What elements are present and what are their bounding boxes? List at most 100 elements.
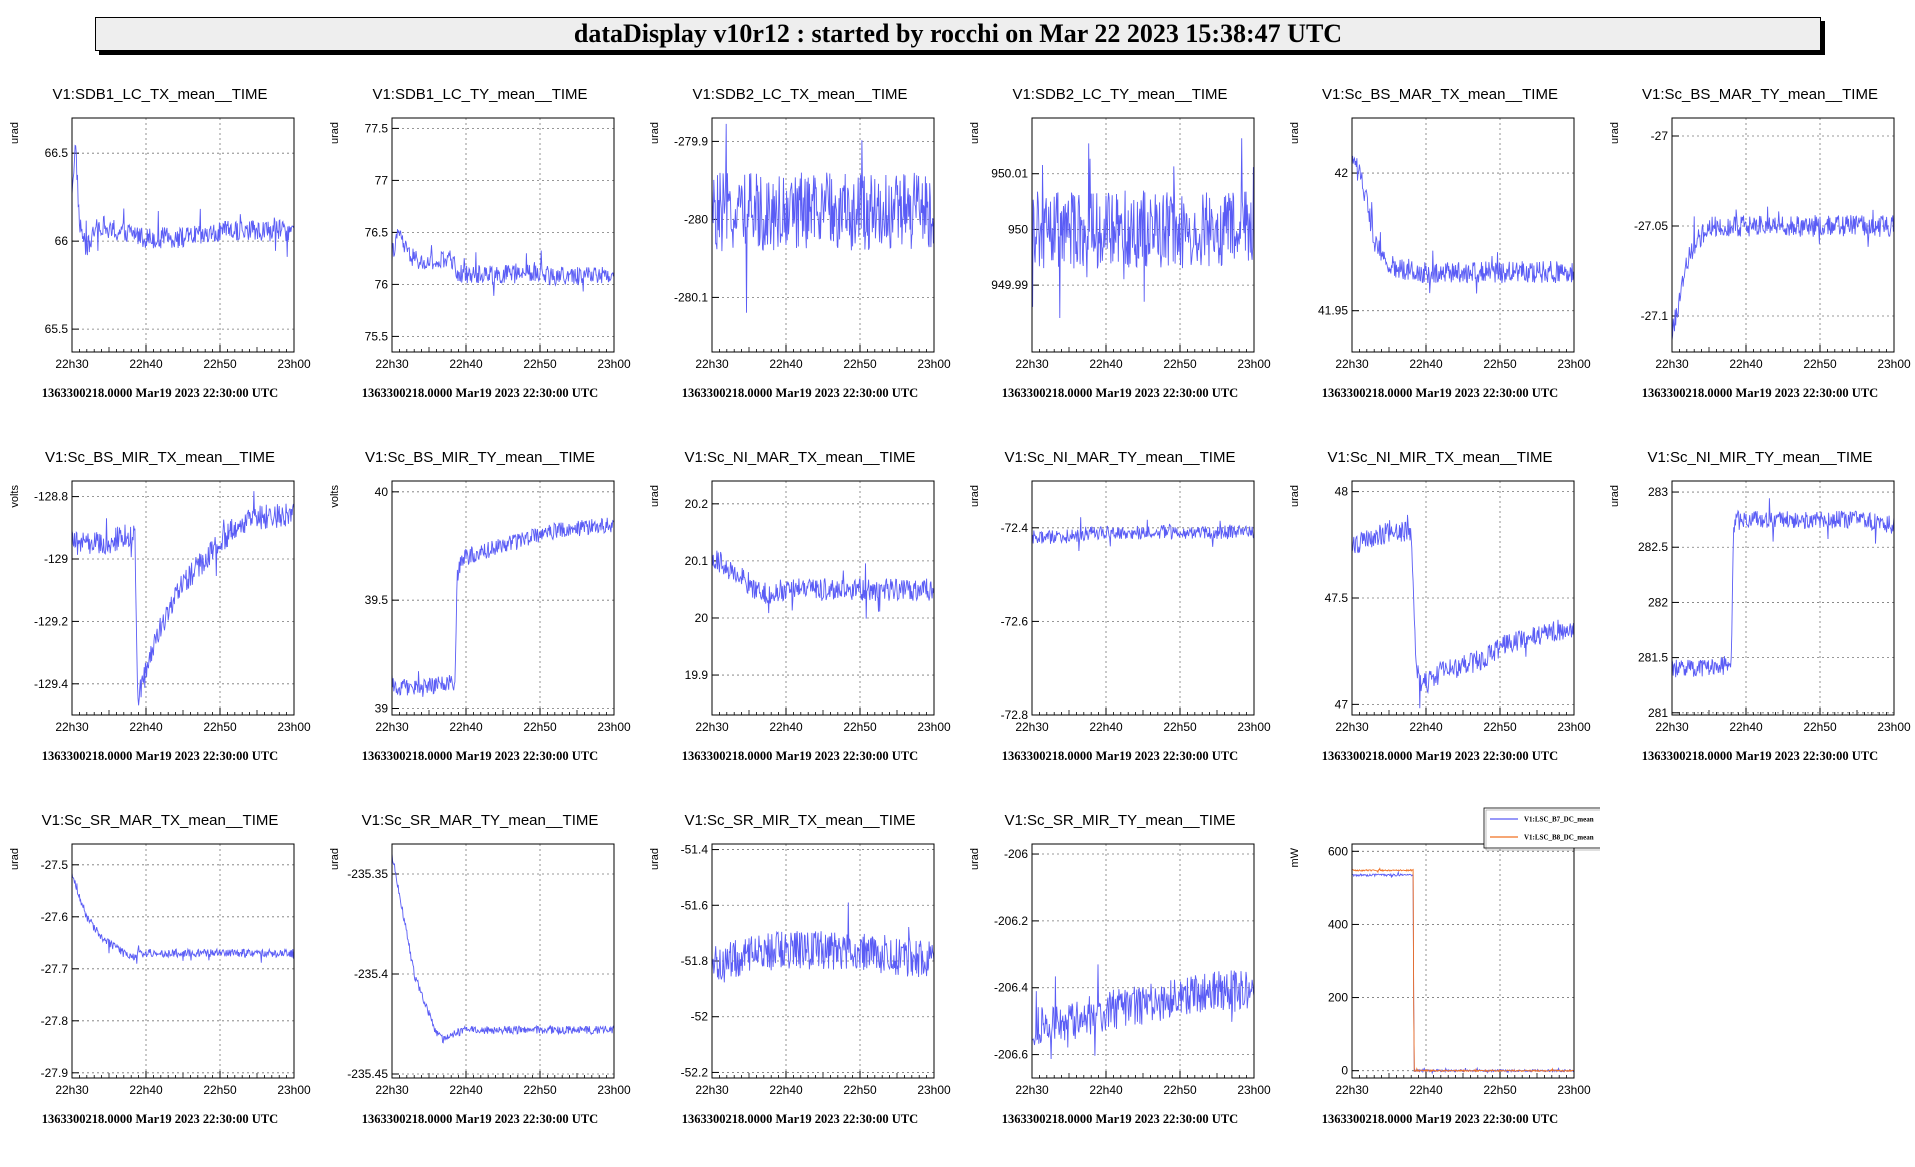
y-tick-label: -129.4 [34, 677, 68, 691]
chart-panel: V1:SDB1_LC_TX_mean__TIME 22h30 22h40 22h50 2… [0, 78, 320, 441]
chart-title: V1:SDB2_LC_TY_mean__TIME [1012, 86, 1228, 103]
y-tick-label: -52 [691, 1010, 709, 1024]
x-tick-label: 22h40 [1089, 720, 1123, 734]
y-tick-label: 42 [1335, 166, 1349, 180]
y-tick-label: 77.5 [365, 121, 389, 135]
y-tick-label: 66 [55, 234, 69, 248]
x-tick-label: 22h30 [375, 357, 409, 371]
x-tick-label: 22h40 [449, 1083, 483, 1097]
chart-title: V1:Sc_NI_MIR_TY_mean__TIME [1647, 449, 1873, 466]
y-tick-label: 20.1 [685, 554, 709, 568]
series-line [1672, 498, 1894, 678]
x-tick-label: 22h40 [1089, 1083, 1123, 1097]
y-tick-label: -235.4 [354, 967, 388, 981]
x-tick-label: 22h40 [129, 1083, 163, 1097]
y-tick-label: -52.2 [681, 1065, 709, 1079]
y-tick-label: -27.8 [41, 1014, 69, 1028]
x-tick-label: 22h50 [203, 720, 237, 734]
x-tick-label: 23h00 [277, 1083, 311, 1097]
y-axis-label: urad [1289, 485, 1301, 507]
x-tick-label: 23h00 [597, 1083, 631, 1097]
title-box: dataDisplay v10r12 : started by rocchi o… [95, 17, 1821, 51]
y-tick-label: -72.6 [1001, 614, 1029, 628]
y-tick-label: -27.05 [1634, 219, 1668, 233]
series-line [712, 902, 934, 983]
x-tick-label: 22h30 [1335, 1083, 1369, 1097]
y-axis-label: volts [9, 485, 21, 508]
x-tick-label: 22h40 [769, 1083, 803, 1097]
chart-plot: 22h30 22h40 22h50 23h00 -27.9 -27.8 -27.7 -27.6… [9, 843, 311, 1097]
y-tick-label: -51.6 [681, 898, 709, 912]
y-tick-label: -235.35 [347, 867, 388, 881]
x-tick-label: 23h00 [917, 357, 951, 371]
chart-legend: V1:LSC_B7_DC_mean V1:LSC_B8_DC_mean [1483, 807, 1600, 851]
chart-plot: 22h30 22h40 22h50 23h00 -52.2 -52 -51.8 -51.6 -5… [649, 843, 951, 1097]
chart-timestamp: 1363300218.0000 Mar19 2023 22:30:00 UTC [681, 386, 919, 400]
y-axis-label: urad [649, 848, 661, 870]
x-tick-label: 23h00 [597, 357, 631, 371]
chart-plot: 22h30 22h40 22h50 23h00 39 39.5 40 volts [329, 480, 631, 734]
chart-panel: V1:Sc_SR_MAR_TX_mean__TIME 22h30 22h40 22h5… [0, 804, 320, 1167]
x-tick-label: 23h00 [277, 720, 311, 734]
x-tick-label: 22h30 [55, 357, 89, 371]
x-tick-label: 22h40 [1409, 357, 1443, 371]
x-tick-label: 22h30 [1015, 720, 1049, 734]
x-tick-label: 23h00 [1557, 720, 1591, 734]
x-tick-label: 22h30 [695, 357, 729, 371]
chart-panel: V1:Sc_NI_MIR_TY_mean__TIME 22h30 22h40 22h5… [1600, 441, 1915, 804]
y-tick-label: -128.8 [34, 490, 68, 504]
chart-timestamp: 1363300218.0000 Mar19 2023 22:30:00 UTC [41, 749, 279, 763]
chart-panel: V1:Sc_BS_MIR_TX_mean__TIME 22h30 22h40 22h5… [0, 441, 320, 804]
y-tick-label: 20 [695, 611, 709, 625]
chart-plot: 22h30 22h40 22h50 23h00 0 200 400 600 mW V1:LSC_B… [1289, 807, 1600, 1097]
x-tick-label: 22h40 [449, 357, 483, 371]
chart-timestamp: 1363300218.0000 Mar19 2023 22:30:00 UTC [1641, 749, 1879, 763]
chart-title: V1:Sc_BS_MIR_TX_mean__TIME [44, 449, 276, 466]
legend-entry: V1:LSC_B8_DC_mean [1524, 834, 1594, 842]
chart-timestamp: 1363300218.0000 Mar19 2023 22:30:00 UTC [41, 1112, 279, 1126]
y-tick-label: 39.5 [365, 593, 389, 607]
chart-title: V1:Sc_NI_MAR_TX_mean__TIME [684, 449, 916, 466]
chart-timestamp: 1363300218.0000 Mar19 2023 22:30:00 UTC [361, 749, 599, 763]
y-tick-label: -279.9 [674, 134, 708, 148]
chart-panel: V1:SDB2_LC_TY_mean__TIME 22h30 22h40 22h50 2… [960, 78, 1280, 441]
series-line [392, 853, 614, 1044]
chart-panel: 22h30 22h40 22h50 23h00 0 200 400 600 mW V1:LSC_B… [1280, 804, 1600, 1167]
series-line [1352, 514, 1574, 709]
x-tick-label: 22h30 [695, 1083, 729, 1097]
y-tick-label: -51.8 [681, 954, 709, 968]
y-axis-label: urad [649, 122, 661, 144]
y-tick-label: -206 [1004, 847, 1028, 861]
chart-title: V1:SDB1_LC_TX_mean__TIME [52, 86, 268, 103]
y-tick-label: 949.99 [991, 278, 1028, 292]
x-tick-label: 22h30 [1335, 720, 1369, 734]
chart-panel: V1:Sc_BS_MAR_TY_mean__TIME 22h30 22h40 22h5… [1600, 78, 1915, 441]
chart-plot: 22h30 22h40 22h50 23h00 -129.4 -129.2 -129 -128… [9, 480, 311, 734]
chart-panel: V1:Sc_BS_MIR_TY_mean__TIME 22h30 22h40 22h5… [320, 441, 640, 804]
y-tick-label: -27.1 [1641, 309, 1669, 323]
x-tick-label: 22h50 [843, 1083, 877, 1097]
y-axis-label: urad [969, 848, 981, 870]
plot-frame [1031, 480, 1255, 716]
x-tick-label: 22h30 [1655, 357, 1689, 371]
y-tick-label: 20.2 [685, 497, 709, 511]
series-line [1352, 155, 1574, 294]
y-tick-label: -206.6 [994, 1048, 1028, 1062]
y-tick-label: -206.4 [994, 981, 1028, 995]
y-tick-label: 400 [1328, 917, 1348, 931]
x-tick-label: 23h00 [1237, 1083, 1271, 1097]
chart-timestamp: 1363300218.0000 Mar19 2023 22:30:00 UTC [1001, 386, 1239, 400]
y-tick-label: -235.45 [347, 1067, 388, 1081]
y-tick-label: -72.4 [1001, 521, 1029, 535]
chart-plot: 22h30 22h40 22h50 23h00 -72.8 -72.6 -72.4 urad [969, 480, 1271, 734]
x-tick-label: 22h30 [375, 720, 409, 734]
series-line [392, 229, 614, 296]
series-line [712, 123, 934, 313]
x-tick-label: 22h50 [1483, 1083, 1517, 1097]
y-axis-label: urad [329, 848, 341, 870]
chart-timestamp: 1363300218.0000 Mar19 2023 22:30:00 UTC [1321, 386, 1559, 400]
y-axis-label: urad [969, 122, 981, 144]
chart-panel: V1:Sc_SR_MIR_TY_mean__TIME 22h30 22h40 22h5… [960, 804, 1280, 1167]
x-tick-label: 22h40 [769, 357, 803, 371]
x-tick-label: 22h40 [1409, 1083, 1443, 1097]
